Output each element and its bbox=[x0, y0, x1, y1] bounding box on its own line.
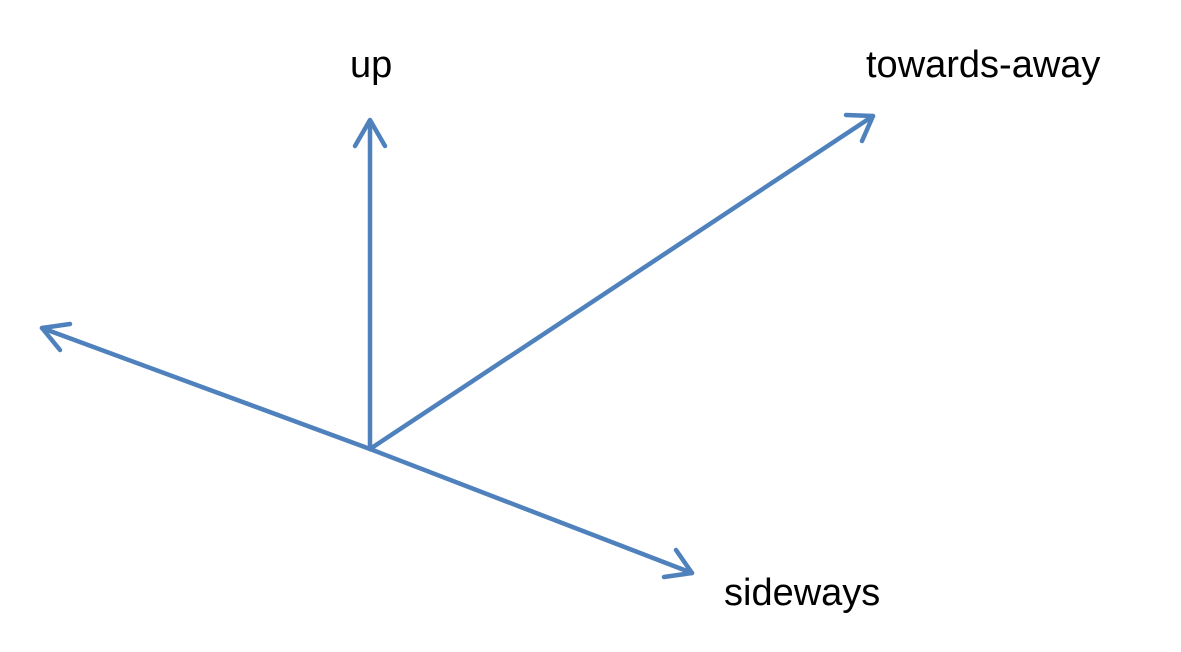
towards-away-label: towards-away bbox=[866, 44, 1100, 86]
left-arrow-head bbox=[39, 321, 73, 353]
left-axis bbox=[39, 321, 373, 452]
up-arrow-head bbox=[352, 117, 388, 149]
left-axis-line bbox=[39, 325, 373, 452]
towards-away-axis-line bbox=[367, 113, 876, 452]
up-label: up bbox=[350, 44, 392, 86]
sideways-axis bbox=[367, 446, 695, 580]
sideways-axis-line bbox=[367, 446, 695, 576]
sideways-arrow-head bbox=[661, 547, 695, 580]
up-axis bbox=[352, 117, 388, 452]
sideways-label: sideways bbox=[724, 572, 880, 614]
towards-away-arrow-head bbox=[843, 112, 876, 144]
towards-away-axis bbox=[367, 112, 876, 452]
